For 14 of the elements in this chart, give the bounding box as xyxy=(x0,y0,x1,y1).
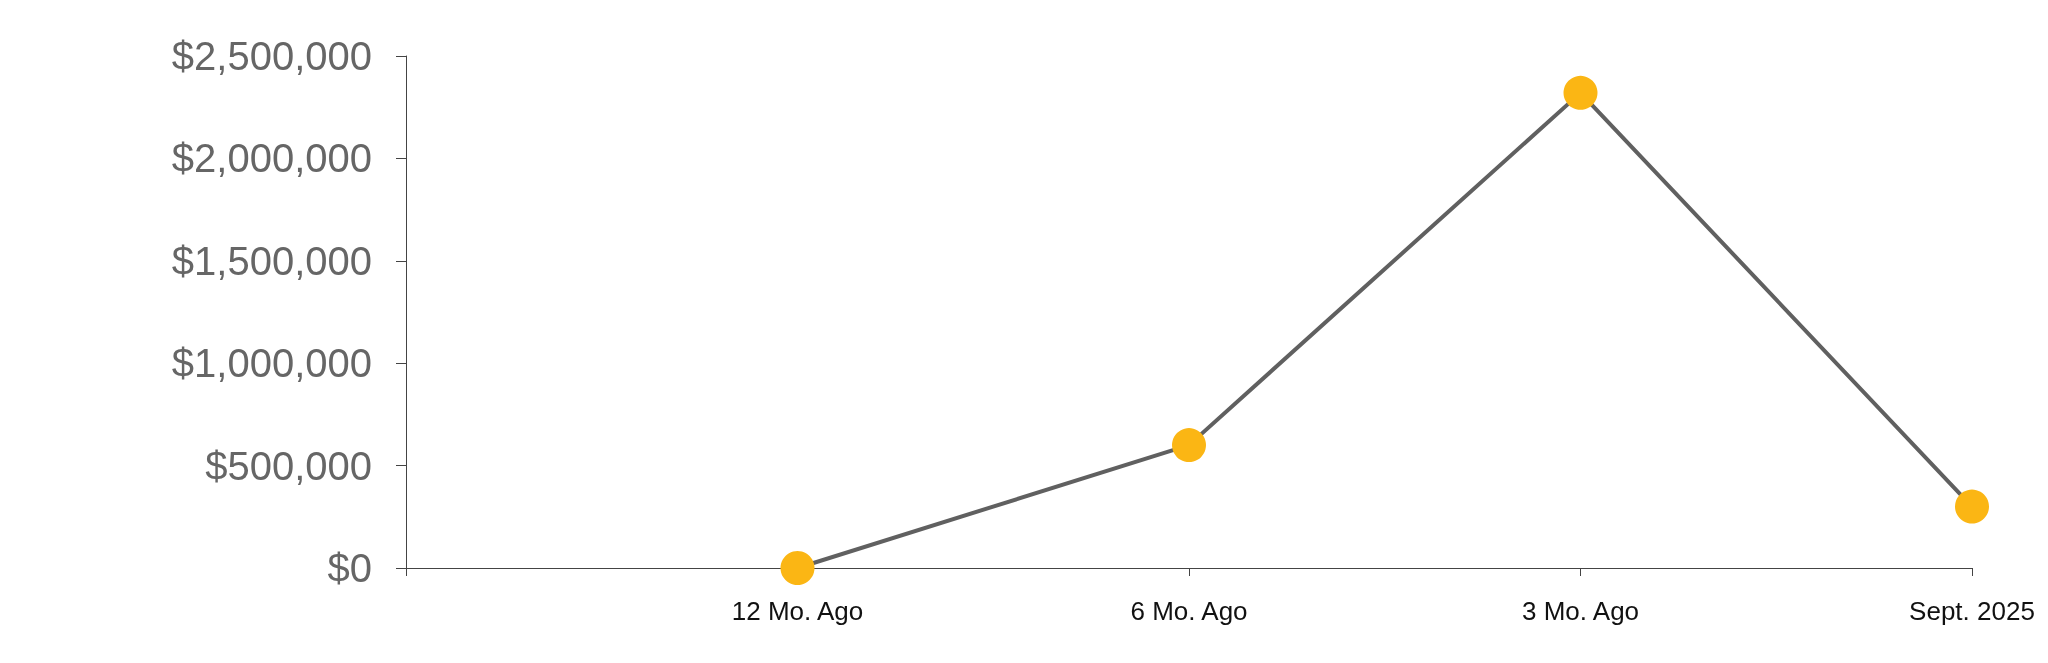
point xyxy=(1955,489,1989,524)
x-tick-label: 3 Mo. Ago xyxy=(1521,596,1640,626)
x-tick-label: 12 Mo. Ago xyxy=(731,596,864,626)
point xyxy=(1563,75,1598,110)
y-tick-label: $2,000,000 xyxy=(171,136,372,181)
y-tick-label: $0 xyxy=(327,546,372,590)
x-tick-label: 6 Mo. Ago xyxy=(1130,596,1248,626)
y-tick-label: $1,000,000 xyxy=(171,341,372,386)
point xyxy=(1172,428,1206,463)
x-tick-label: Sept. 2025 xyxy=(1909,596,2035,626)
y-tick-label: $2,500,000 xyxy=(171,34,372,78)
y-tick-label: $1,500,000 xyxy=(171,238,372,283)
y-tick-label: $500,000 xyxy=(205,443,372,488)
point xyxy=(780,551,815,585)
